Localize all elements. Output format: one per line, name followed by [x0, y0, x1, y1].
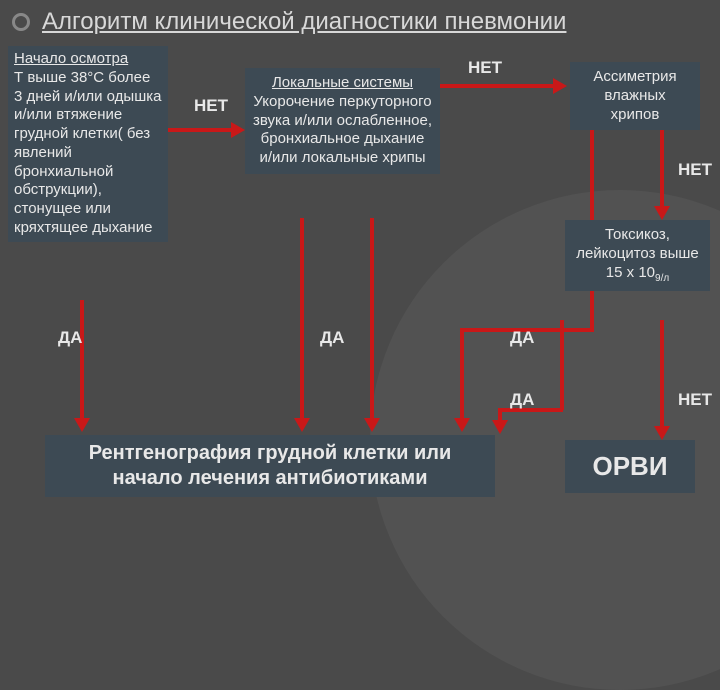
arrow-2-5a-head: [294, 418, 310, 432]
box4-c: 9/л: [655, 273, 669, 284]
box-local-systems: Локальные системы Укорочение перкуторног…: [245, 68, 440, 174]
box1-underline: Начало осмотра: [14, 50, 128, 67]
arrow-1-5: [80, 300, 84, 420]
label-net-1: НЕТ: [194, 96, 228, 116]
box3-text: Ассиметрия влажных хрипов: [593, 68, 676, 123]
arrow-2-3: [440, 84, 555, 88]
title-row: Алгоритм клинической диагностики пневмон…: [0, 0, 720, 40]
arrow-2-5b: [370, 218, 374, 420]
box2-body: Укорочение перкуторного звука и/или осла…: [253, 93, 432, 166]
label-da-1: ДА: [58, 328, 82, 348]
label-da-2: ДА: [320, 328, 344, 348]
box6-text: ОРВИ: [592, 451, 667, 481]
arrow-1-2: [168, 128, 233, 132]
label-da-3: ДА: [510, 328, 534, 348]
arrow-1-2-head: [231, 122, 245, 138]
box-start-exam: Начало осмотра Т выше 38°С более 3 дней …: [8, 46, 168, 242]
box4-b: 15 х 10: [606, 264, 655, 281]
arrow-4-6: [660, 320, 664, 428]
box-orvi: ОРВИ: [565, 440, 695, 493]
arrow-2-3-head: [553, 78, 567, 94]
arrow-1-5-head: [74, 418, 90, 432]
box-toxicosis: Токсикоз, лейкоцитоз выше 15 х 109/л: [565, 220, 710, 291]
box5-text: Рентгенография грудной клетки или начало…: [89, 442, 452, 489]
box2-underline: Локальные системы: [272, 74, 413, 91]
arrow-3-4: [660, 128, 664, 208]
bullet-icon: [12, 13, 30, 31]
box-asymmetry: Ассиметрия влажных хрипов: [570, 62, 700, 130]
arrow-3-da-v2: [460, 328, 464, 420]
box-xray: Рентгенография грудной клетки или начало…: [45, 435, 495, 497]
arrow-4-5-head: [492, 420, 508, 434]
arrow-2-5b-head: [364, 418, 380, 432]
box4-a: Токсикоз, лейкоцитоз выше: [576, 226, 699, 262]
arrow-4-6-head: [654, 426, 670, 440]
arrow-2-5a: [300, 218, 304, 420]
label-net-3: НЕТ: [678, 160, 712, 180]
label-da-4: ДА: [510, 390, 534, 410]
page-title: Алгоритм клинической диагностики пневмон…: [42, 8, 566, 36]
arrow-3-4-head: [654, 206, 670, 220]
label-net-4: НЕТ: [678, 390, 712, 410]
box1-body: Т выше 38°С более 3 дней и/или одышка и/…: [14, 69, 161, 236]
label-net-2: НЕТ: [468, 58, 502, 78]
arrow-4-5-v: [560, 320, 564, 410]
arrow-3-da-head: [454, 418, 470, 432]
